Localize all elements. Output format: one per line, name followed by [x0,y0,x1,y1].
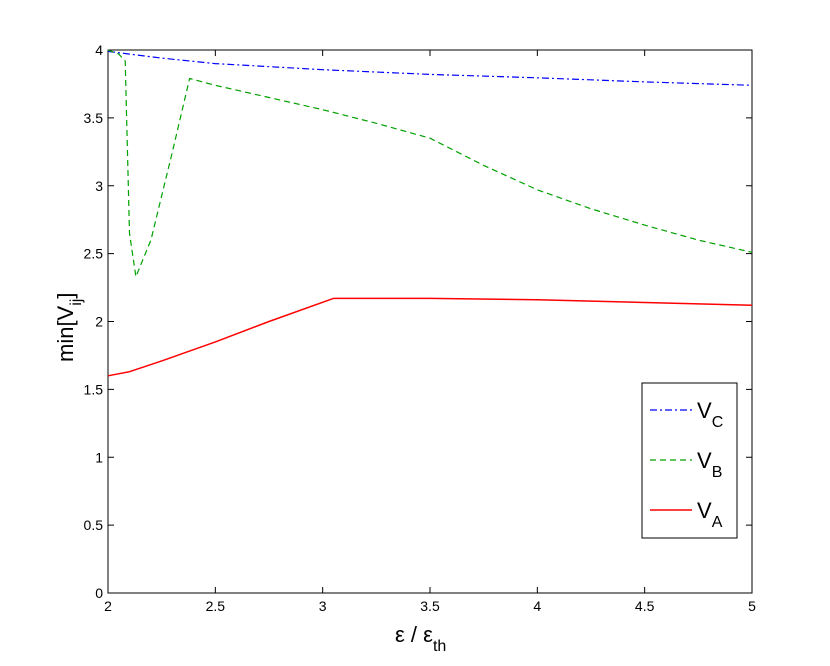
x-axis-label: ε / εth [395,622,446,655]
x-tick-label: 4 [533,598,541,614]
series-layer [107,49,753,377]
y-tick-label: 4 [95,42,103,58]
x-axis-label-sub: th [433,638,446,655]
y-tick-label: 0 [95,585,103,601]
axis-ticks: 2 2.5 3 3.5 4 4.5 5 0 0.5 1 1.5 2 2.5 3 3.5 4 [84,42,757,614]
y-axis-label-sub: ij [68,299,85,306]
y-axis-label-close: ] [53,293,78,299]
y-axis-label: min[Vij] [53,293,85,362]
series-line-v-a [107,297,753,377]
legend-label-vb: VB [697,448,722,481]
y-tick-label: 3 [95,178,103,194]
y-tick-label: 0.5 [84,517,104,533]
x-tick-label: 4.5 [635,598,655,614]
x-tick-label: 5 [748,598,756,614]
x-tick-label: 3 [319,598,327,614]
y-tick-label: 2.5 [84,246,104,262]
y-tick-label: 2 [95,314,103,330]
x-tick-label: 2 [104,598,112,614]
x-axis-label-main: ε / ε [395,622,433,647]
legend-label-va: VA [697,498,723,531]
x-tick-label: 2.5 [206,598,226,614]
y-axis-label-main: min[V [53,305,78,362]
y-tick-label: 1.5 [84,381,104,397]
series-line-v-b [107,49,753,278]
series-line-v-c [107,50,753,86]
legend: VC VB VA [641,382,738,539]
x-tick-label: 3.5 [420,598,440,614]
legend-box [641,382,738,539]
legend-label-vc: VC [697,398,723,431]
y-tick-label: 3.5 [84,110,104,126]
y-tick-label: 1 [95,449,103,465]
